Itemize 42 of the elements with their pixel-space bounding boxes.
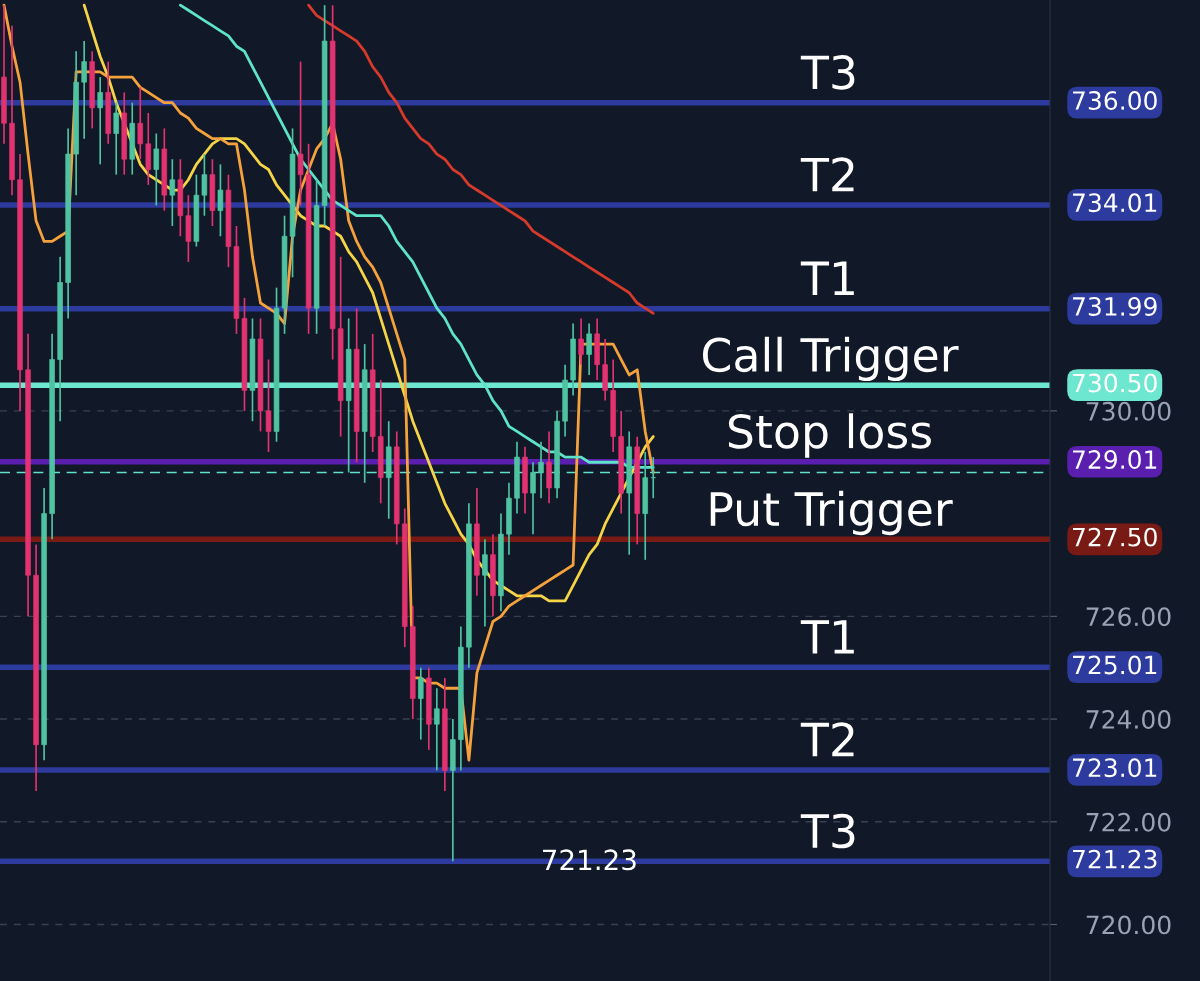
y-tick-label: 720.00 bbox=[1086, 915, 1171, 935]
ref-line-label: 730.50 bbox=[1073, 373, 1157, 393]
annotation: Stop loss bbox=[728, 413, 931, 458]
line-series bbox=[307, 3, 655, 315]
ref-line-label: 725.01 bbox=[1073, 655, 1157, 675]
annotation: T1 bbox=[800, 620, 854, 654]
annotation: T2 bbox=[800, 722, 854, 757]
annotation: Call Trigger bbox=[702, 336, 959, 382]
annotation: Put Trigger bbox=[710, 490, 953, 536]
candlestick bbox=[482, 538, 488, 628]
candlestick bbox=[530, 461, 536, 535]
candlestick bbox=[297, 60, 304, 207]
annotation: 721.23 bbox=[543, 849, 636, 871]
line-series bbox=[178, 3, 655, 469]
y-tick-label: 724.00 bbox=[1086, 710, 1171, 729]
y-tick-label: 726.00 bbox=[1086, 607, 1171, 627]
candlestick bbox=[169, 158, 176, 227]
annotation: T1 bbox=[800, 261, 854, 296]
candlestick bbox=[586, 322, 592, 376]
y-tick-label: 722.00 bbox=[1086, 812, 1171, 832]
candlestick bbox=[418, 666, 424, 741]
annotation: T2 bbox=[800, 157, 854, 192]
candlestick bbox=[81, 40, 87, 140]
candlestick bbox=[97, 76, 103, 166]
candlestick bbox=[201, 153, 208, 217]
ref-line-label: 736.00 bbox=[1073, 91, 1157, 110]
ref-line-label: 731.99 bbox=[1073, 297, 1157, 316]
candlestick bbox=[578, 317, 584, 366]
annotation: T3 bbox=[800, 813, 855, 849]
annotation: T3 bbox=[800, 55, 855, 90]
ref-line-label: 723.01 bbox=[1073, 758, 1157, 778]
candlestick bbox=[538, 440, 544, 500]
ref-line-label: 734.01 bbox=[1073, 193, 1157, 213]
y-tick-label: 730.00 bbox=[1086, 401, 1171, 421]
candlestick bbox=[217, 163, 224, 238]
ref-line-label: 727.50 bbox=[1073, 527, 1157, 547]
candlestick bbox=[113, 101, 119, 176]
ref-line-label: 729.01 bbox=[1073, 450, 1157, 469]
candlestick bbox=[137, 86, 144, 161]
ref-line-label: 721.23 bbox=[1073, 849, 1157, 869]
candlestick bbox=[434, 687, 440, 772]
candlestick bbox=[153, 132, 160, 207]
